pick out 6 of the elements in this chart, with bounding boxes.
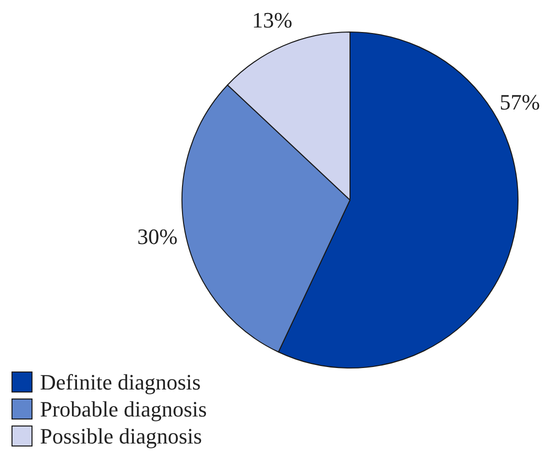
data-label: 57%: [500, 90, 540, 114]
data-label: 13%: [252, 8, 292, 33]
data-label: 30%: [137, 224, 178, 250]
legend-label: Definite diagnosis: [40, 370, 201, 394]
legend-label: Probable diagnosis: [40, 396, 207, 422]
legend-label: Possible diagnosis: [40, 424, 202, 448]
